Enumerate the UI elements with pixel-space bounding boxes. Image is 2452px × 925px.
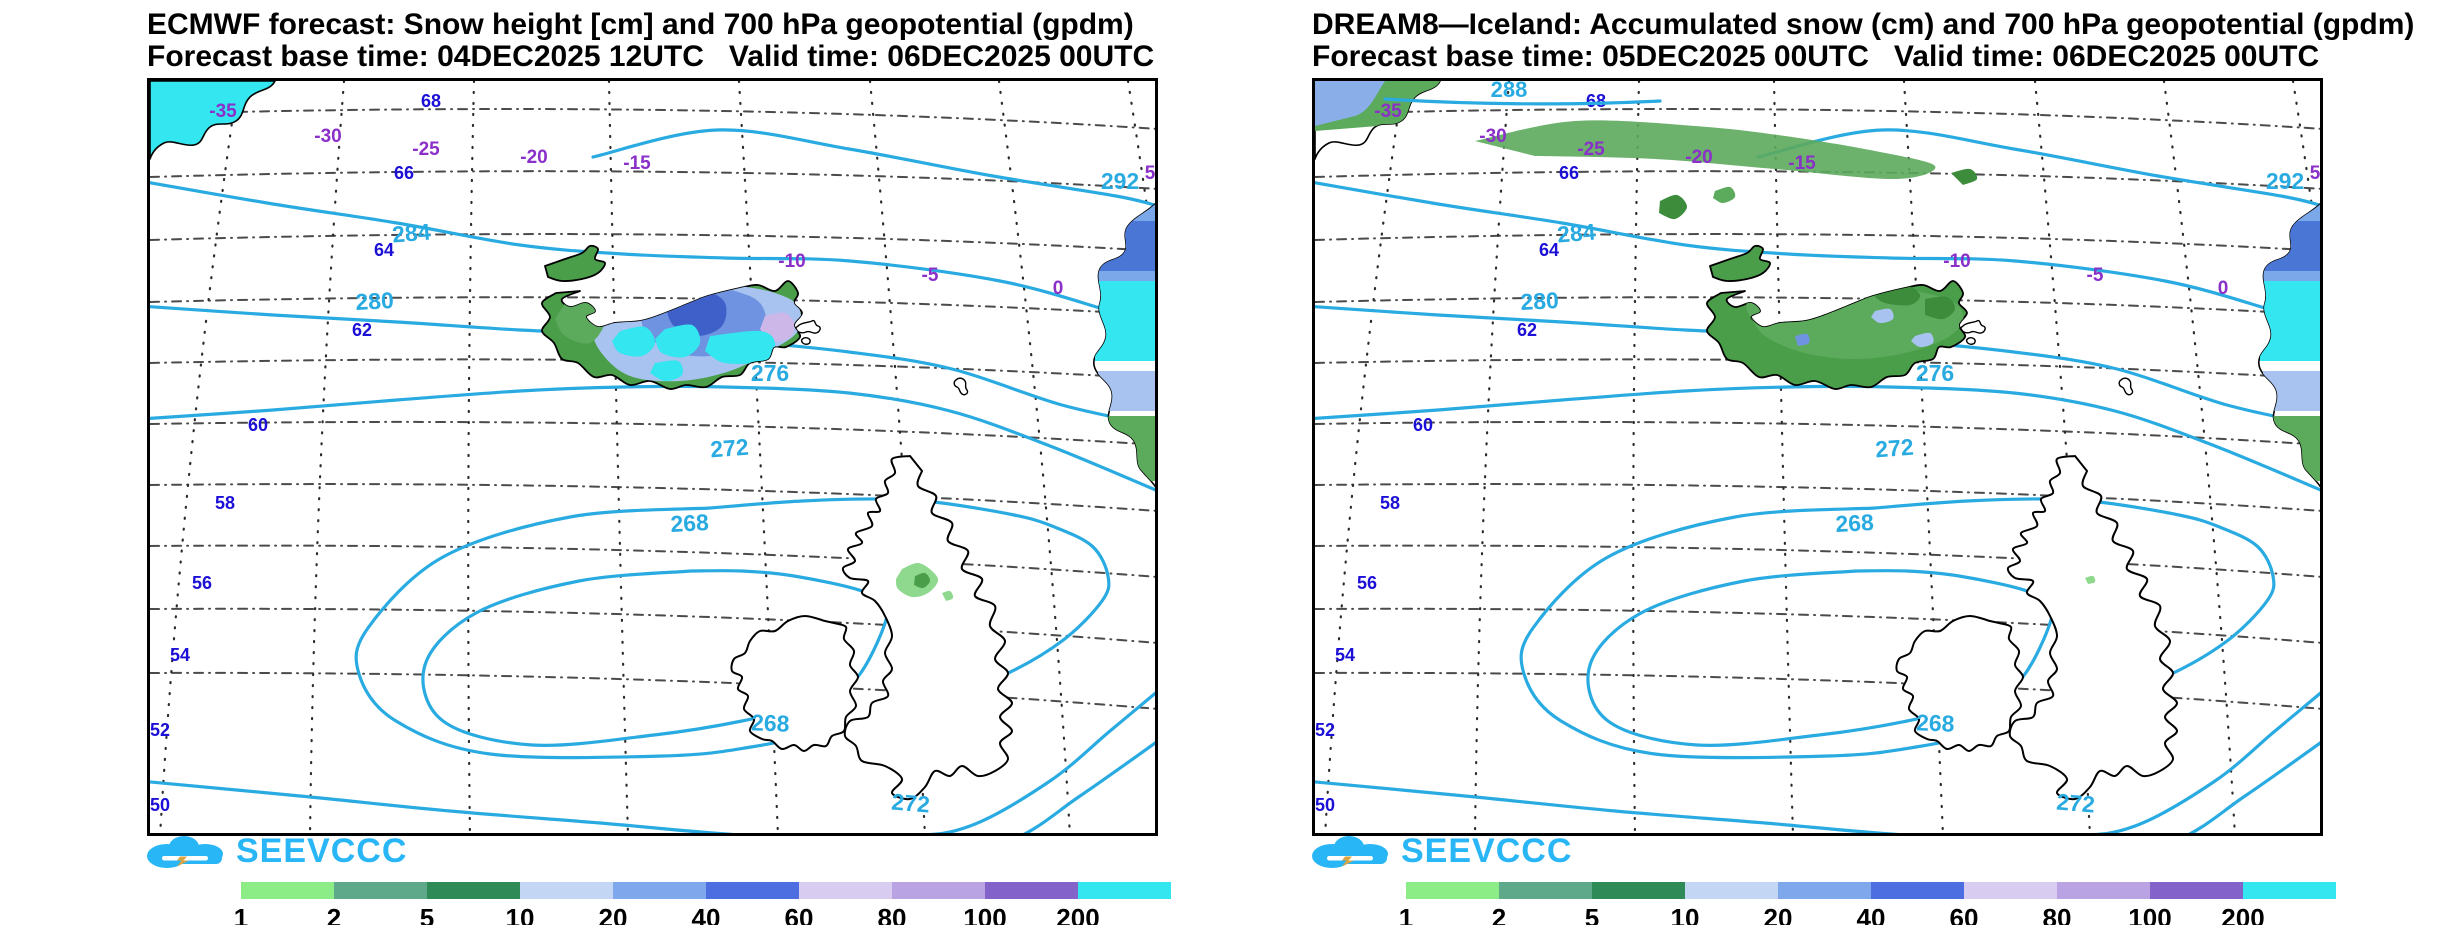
svg-text:-25: -25: [412, 139, 440, 160]
svg-text:5: 5: [1585, 903, 1599, 925]
svg-text:-20: -20: [1685, 147, 1712, 168]
svg-text:62: 62: [1517, 320, 1537, 340]
svg-text:284: 284: [391, 218, 432, 247]
svg-text:276: 276: [751, 360, 789, 386]
svg-text:292: 292: [1101, 168, 1139, 194]
svg-text:-5: -5: [2087, 265, 2104, 286]
svg-text:280: 280: [1520, 287, 1560, 315]
svg-text:62: 62: [352, 320, 372, 340]
svg-text:268: 268: [1835, 509, 1875, 537]
svg-text:-10: -10: [1943, 251, 1970, 272]
svg-text:-10: -10: [778, 251, 805, 272]
svg-text:-25: -25: [1577, 139, 1605, 160]
svg-text:40: 40: [692, 903, 721, 925]
svg-text:56: 56: [1357, 573, 1377, 593]
svg-text:100: 100: [2128, 903, 2171, 925]
svg-text:68: 68: [421, 91, 441, 111]
svg-text:288: 288: [1491, 81, 1528, 102]
svg-text:292: 292: [2266, 168, 2304, 194]
svg-text:-35: -35: [1374, 101, 1402, 122]
svg-text:2: 2: [1492, 903, 1506, 925]
svg-text:200: 200: [1056, 903, 1099, 925]
svg-text:284: 284: [1556, 218, 1597, 247]
svg-text:SEEVCCC: SEEVCCC: [236, 832, 407, 870]
svg-text:20: 20: [599, 903, 628, 925]
svg-text:80: 80: [878, 903, 907, 925]
svg-text:-30: -30: [314, 126, 341, 147]
svg-text:68: 68: [1586, 91, 1606, 111]
svg-text:54: 54: [170, 645, 190, 665]
svg-text:268: 268: [670, 509, 710, 537]
svg-text:80: 80: [2043, 903, 2072, 925]
svg-text:100: 100: [963, 903, 1006, 925]
svg-text:-20: -20: [520, 147, 547, 168]
svg-text:50: 50: [1315, 795, 1335, 815]
svg-text:10: 10: [506, 903, 535, 925]
svg-text:0: 0: [1053, 278, 1064, 299]
svg-text:50: 50: [150, 795, 170, 815]
svg-text:58: 58: [1380, 493, 1400, 513]
svg-text:SEEVCCC: SEEVCCC: [1401, 832, 1572, 870]
svg-text:5: 5: [420, 903, 434, 925]
svg-text:60: 60: [785, 903, 814, 925]
svg-text:58: 58: [215, 493, 235, 513]
svg-text:268: 268: [1916, 709, 1955, 736]
svg-text:52: 52: [150, 720, 170, 740]
svg-text:272: 272: [709, 434, 749, 463]
svg-text:200: 200: [2221, 903, 2264, 925]
svg-text:5: 5: [2310, 163, 2321, 184]
svg-text:272: 272: [890, 788, 930, 817]
svg-text:66: 66: [394, 163, 414, 183]
svg-text:272: 272: [1874, 434, 1914, 463]
svg-text:2: 2: [327, 903, 341, 925]
svg-text:276: 276: [1916, 360, 1954, 386]
svg-text:60: 60: [248, 415, 268, 435]
svg-text:280: 280: [355, 287, 395, 315]
svg-text:-30: -30: [1479, 126, 1506, 147]
svg-text:-5: -5: [922, 265, 939, 286]
svg-text:64: 64: [1539, 240, 1559, 260]
svg-text:40: 40: [1857, 903, 1886, 925]
svg-text:-35: -35: [209, 101, 237, 122]
svg-text:56: 56: [192, 573, 212, 593]
svg-text:10: 10: [1671, 903, 1700, 925]
svg-text:268: 268: [751, 709, 790, 736]
svg-text:60: 60: [1413, 415, 1433, 435]
svg-text:52: 52: [1315, 720, 1335, 740]
svg-text:0: 0: [2218, 278, 2229, 299]
svg-text:54: 54: [1335, 645, 1355, 665]
svg-text:60: 60: [1950, 903, 1979, 925]
svg-text:5: 5: [1145, 163, 1156, 184]
svg-text:-15: -15: [623, 153, 651, 174]
svg-text:1: 1: [1399, 903, 1413, 925]
svg-text:272: 272: [2055, 788, 2095, 817]
svg-text:20: 20: [1764, 903, 1793, 925]
svg-text:1: 1: [234, 903, 248, 925]
svg-text:66: 66: [1559, 163, 1579, 183]
svg-text:64: 64: [374, 240, 394, 260]
svg-text:-15: -15: [1788, 153, 1816, 174]
